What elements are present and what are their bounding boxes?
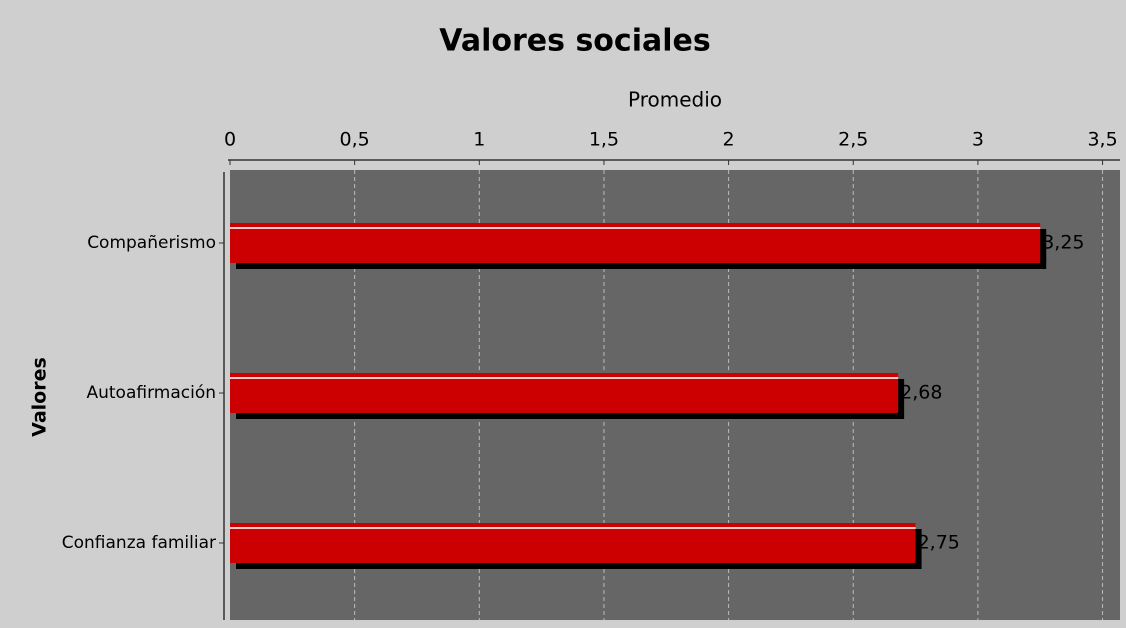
bar bbox=[230, 223, 1041, 263]
x-tick-label: 1 bbox=[473, 129, 485, 151]
bar bbox=[230, 373, 899, 413]
chart-title: Valores sociales bbox=[439, 24, 710, 59]
y-tick-label: Compañerismo bbox=[87, 233, 216, 253]
y-tick-label: Confianza familiar bbox=[62, 533, 216, 553]
y-tick-label: Autoafirmación bbox=[86, 383, 216, 403]
value-label: 2,75 bbox=[918, 532, 960, 554]
y-axis-label: Valores bbox=[29, 357, 51, 437]
value-label: 3,25 bbox=[1042, 232, 1084, 254]
value-label: 2,68 bbox=[900, 382, 942, 404]
x-tick-label: 0 bbox=[224, 129, 236, 151]
bar bbox=[230, 523, 916, 563]
x-tick-label: 3 bbox=[972, 129, 984, 151]
x-tick-label: 3,5 bbox=[1087, 129, 1117, 151]
x-tick-label: 2,5 bbox=[838, 129, 868, 151]
x-tick-label: 2 bbox=[723, 129, 735, 151]
x-tick-label: 1,5 bbox=[589, 129, 619, 151]
x-tick-label: 0,5 bbox=[340, 129, 370, 151]
x-axis-label: Promedio bbox=[628, 88, 722, 112]
